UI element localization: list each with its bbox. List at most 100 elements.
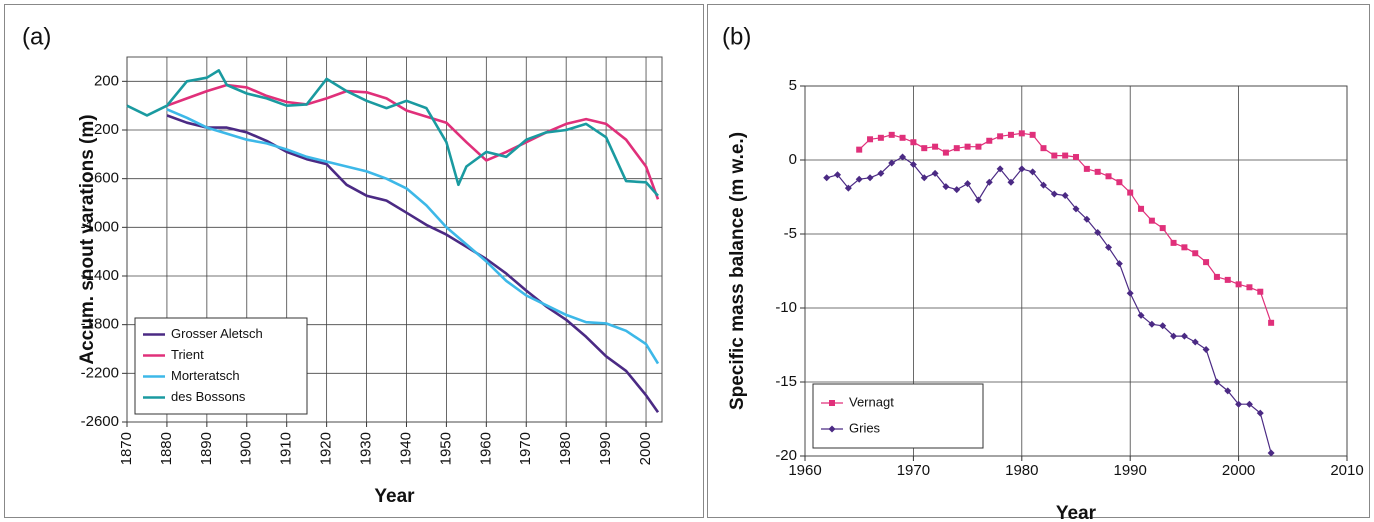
x-tick-label: 1980 — [557, 432, 574, 465]
legend-label: des Bossons — [171, 389, 246, 404]
marker — [888, 159, 896, 167]
marker — [920, 174, 928, 182]
marker — [844, 184, 852, 192]
y-tick-label: -1800 — [81, 316, 119, 333]
x-tick-label: 1890 — [198, 432, 215, 465]
marker — [1159, 225, 1166, 232]
marker — [899, 134, 906, 141]
y-tick-label: -600 — [89, 170, 119, 187]
marker — [888, 131, 895, 138]
y-axis-title: Specific mass balance (m w.e.) — [727, 132, 748, 410]
x-axis-title: Year — [374, 486, 415, 507]
marker — [1029, 131, 1036, 138]
y-tick-label: -1000 — [81, 218, 119, 235]
series-line — [166, 108, 660, 365]
marker — [823, 174, 831, 182]
marker — [877, 169, 885, 177]
x-tick-label: 1970 — [897, 462, 930, 479]
x-tick-label: 1950 — [437, 432, 454, 465]
marker — [1083, 215, 1091, 223]
y-tick-label: -5 — [784, 225, 797, 242]
marker — [1007, 178, 1015, 186]
marker — [1256, 409, 1264, 417]
legend-marker — [829, 400, 835, 406]
marker — [942, 183, 950, 191]
marker — [1018, 165, 1026, 173]
y-tick-label: -20 — [775, 447, 797, 464]
x-tick-label: 2000 — [637, 432, 654, 465]
marker — [985, 178, 993, 186]
marker — [1170, 239, 1177, 246]
marker — [953, 145, 960, 152]
marker — [1083, 165, 1090, 172]
marker — [1203, 259, 1210, 266]
x-tick-label: 1920 — [318, 432, 335, 465]
marker — [1213, 378, 1221, 386]
marker — [1245, 400, 1253, 408]
marker — [1267, 449, 1275, 457]
marker — [1126, 289, 1134, 297]
marker — [1191, 338, 1199, 346]
marker — [1138, 205, 1145, 212]
marker — [1257, 288, 1264, 295]
marker — [964, 143, 971, 150]
x-tick-label: 1980 — [1005, 462, 1038, 479]
marker — [1224, 276, 1231, 283]
marker — [1213, 273, 1220, 280]
legend-box — [812, 383, 984, 449]
y-tick-label: 200 — [94, 72, 119, 89]
marker — [1116, 179, 1123, 186]
x-tick-label: 1910 — [278, 432, 295, 465]
marker — [974, 196, 982, 204]
marker — [1007, 131, 1014, 138]
y-tick-label: -10 — [775, 299, 797, 316]
panel-label: (b) — [722, 23, 751, 50]
marker — [1072, 205, 1080, 213]
marker — [1029, 168, 1037, 176]
marker — [1235, 400, 1243, 408]
y-axis-title: Accum. snout varations (m) — [77, 114, 98, 364]
y-tick-label: -200 — [89, 121, 119, 138]
legend-label: Grosser Aletsch — [171, 326, 263, 341]
x-tick-label: 1900 — [238, 432, 255, 465]
marker — [1159, 322, 1167, 330]
marker — [1246, 284, 1253, 291]
marker — [997, 133, 1004, 140]
marker — [932, 143, 939, 150]
x-tick-label: 1960 — [788, 462, 821, 479]
x-tick-label: 1990 — [597, 432, 614, 465]
x-axis-title: Year — [1056, 503, 1097, 522]
marker — [986, 137, 993, 144]
series-line — [166, 83, 660, 200]
marker — [834, 171, 842, 179]
marker — [1137, 311, 1145, 319]
x-tick-label: 1880 — [158, 432, 175, 465]
marker — [931, 169, 939, 177]
marker — [1268, 319, 1275, 326]
marker — [942, 149, 949, 156]
series-line — [126, 69, 659, 197]
x-tick-label: 1990 — [1114, 462, 1147, 479]
x-tick-label: 2010 — [1330, 462, 1363, 479]
marker — [1105, 173, 1112, 180]
x-tick-label: 1870 — [118, 432, 135, 465]
marker — [1181, 244, 1188, 251]
x-tick-label: 1930 — [358, 432, 375, 465]
marker — [855, 175, 863, 183]
y-tick-label: 5 — [789, 77, 797, 94]
y-tick-label: -2600 — [81, 413, 119, 430]
marker — [1202, 345, 1210, 353]
legend-label: Vernagt — [849, 394, 894, 409]
marker — [1051, 152, 1058, 159]
y-tick-label: 0 — [789, 151, 797, 168]
panel-label: (a) — [22, 23, 51, 50]
marker — [1115, 260, 1123, 268]
marker — [1039, 181, 1047, 189]
y-tick-label: -15 — [775, 373, 797, 390]
marker — [975, 143, 982, 150]
marker — [996, 165, 1004, 173]
marker — [1073, 154, 1079, 161]
legend-label: Gries — [849, 420, 881, 435]
marker — [910, 139, 917, 146]
marker — [1050, 190, 1058, 198]
